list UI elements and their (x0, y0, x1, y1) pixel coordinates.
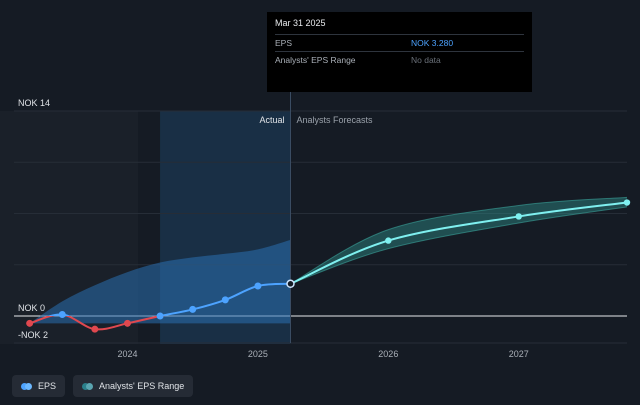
tooltip-row-eps: EPS NOK 3.280 (275, 34, 524, 51)
eps-point (156, 312, 164, 320)
tooltip-date: Mar 31 2025 (275, 18, 326, 28)
eps-forecast-line (290, 201, 628, 285)
legend-item-eps-range[interactable]: Analysts' EPS Range (73, 375, 194, 397)
tooltip-label: Analysts' EPS Range (275, 55, 356, 65)
eps-forecast-point (623, 199, 631, 206)
y-tick-label: NOK 0 (18, 303, 45, 313)
tooltip-value: No data (411, 55, 441, 65)
eps-series (29, 201, 628, 331)
eps-line-negative (29, 316, 166, 331)
eps-range-lower-edge (290, 206, 628, 285)
legend-swatch-icon (82, 382, 94, 390)
eps-point (189, 305, 197, 313)
section-label-actual: Actual (259, 115, 284, 125)
x-tick-label: 2024 (117, 349, 137, 359)
eps-point (254, 282, 262, 290)
section-label-forecast: Analysts Forecasts (297, 115, 374, 125)
y-axis-ticks: NOK 14 NOK 0 -NOK 2 (18, 98, 50, 340)
x-tick-label: 2027 (509, 349, 529, 359)
eps-point (221, 296, 229, 304)
y-tick-label: -NOK 2 (18, 330, 48, 340)
eps-point (286, 279, 295, 289)
legend-swatch-icon (21, 382, 32, 390)
x-axis-ticks: 2024 2025 2026 2027 (117, 349, 528, 359)
eps-point (58, 311, 66, 319)
eps-range-upper-edge (290, 196, 628, 285)
tooltip: Mar 31 2025 EPS NOK 3.280 Analysts' EPS … (267, 12, 532, 92)
eps-point (91, 325, 99, 333)
legend-item-eps[interactable]: EPS (12, 375, 66, 397)
eps-points (26, 199, 631, 333)
x-tick-label: 2025 (248, 349, 268, 359)
legend-label: EPS (38, 381, 57, 391)
tooltip-label: EPS (275, 38, 293, 48)
x-tick-label: 2026 (378, 349, 398, 359)
eps-forecast-point (385, 237, 392, 244)
legend-label: Analysts' EPS Range (99, 381, 185, 391)
eps-point (26, 319, 34, 327)
eps-forecast-point (515, 213, 522, 220)
gridlines (14, 110, 627, 344)
y-tick-label: NOK 14 (18, 98, 50, 108)
eps-range-area (290, 197, 627, 284)
tooltip-value: NOK 3.280 (411, 38, 454, 48)
eps-point (123, 319, 131, 327)
eps-line (46, 282, 291, 316)
legend: EPS Analysts' EPS Range (12, 375, 194, 397)
tooltip-row-range: Analysts' EPS Range No data (275, 51, 524, 68)
